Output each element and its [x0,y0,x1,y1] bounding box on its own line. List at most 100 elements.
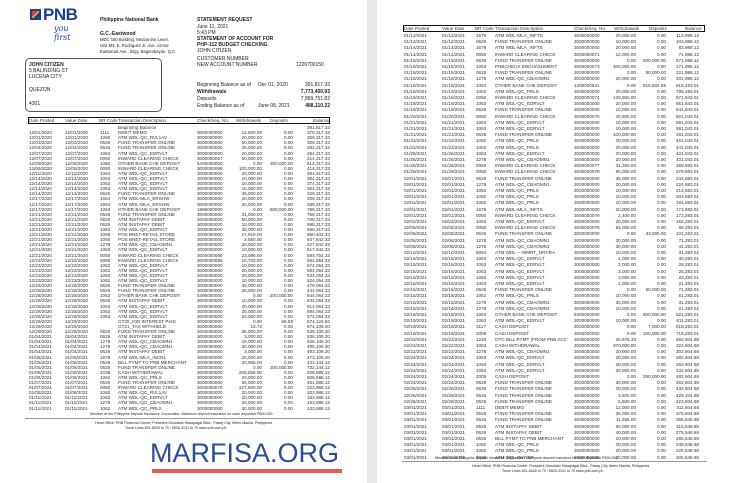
row-br-code: 0050 [476,95,487,100]
footer-divider-2 [402,461,707,462]
row-deposit: 50,000.00 [645,70,666,76]
row-balance: 21,283.01 [678,305,699,311]
row-withdrawal: 40,000.00 [615,429,636,435]
row-deposit: 0.00 [657,436,666,441]
row-deposit: 0.00 [657,194,666,200]
row-description: ATM INSTAPAY DEBIT [118,349,166,355]
row-br-code: 1278 [100,344,111,350]
row-br-code: 1679 [100,354,111,360]
row-br-code: 1664 [100,196,111,202]
row-check-no: 3000000000 [574,355,600,361]
row-description: FUND TRANSFER ONLINE [495,231,553,237]
row-deposit: 0.00 [284,191,293,197]
row-check-no: 3000000000 [574,336,600,342]
row-balance: 584,054.33 [307,257,330,263]
row-deposit: 0.00 [657,163,666,169]
column-header-deposit: Deposits [649,26,667,31]
row-balance: 113,988.12 [676,33,699,38]
row-date-posted: 12/28/2020 [29,308,52,314]
row-withdrawal: 45,000.00 [241,283,262,289]
withdrawals-total: 7,773,450.93 [300,89,330,95]
row-balance: 28,283.01 [678,262,699,268]
account-holder: JOHN CITIZEN [197,48,232,54]
row-balance: 618,283.01 [676,324,699,330]
row-check-no: 3000000000 [574,417,600,423]
row-date-posted: 03/01/2021 [404,411,427,417]
row-check-no: 3000000000 [197,288,223,294]
row-balance: 279,683.01 [676,169,699,175]
row-check-no: 3000000000 [574,88,600,94]
row-deposit: 0.00 [657,386,666,392]
row-withdrawal: 0.00 [253,293,262,299]
row-deposit: 0.00 [284,400,293,406]
row-withdrawal: 20,000.00 [241,150,262,156]
row-br-code: 0050 [476,163,487,169]
row-date-posted: 12/21/2020 [29,252,52,258]
row-br-code: 0626 [100,334,111,340]
row-description: FUND TRANSFER ONLINE [118,140,176,146]
row-check-no: 3000000000 [197,242,223,248]
row-check-no: 3000000000 [574,119,600,125]
row-description: FUND TRANSFER ONLINE [495,107,553,113]
row-value-date: 02/01/2021 [442,194,465,200]
row-description: POS BNET-RETAIL STORE [118,237,176,243]
row-check-no: 3000000000 [574,398,600,404]
row-withdrawal: 20,000.00 [615,206,636,212]
row-deposit: 68.59 [281,318,294,324]
row-deposit: 0.00 [657,144,666,150]
row-value-date: 02/05/2021 [442,225,465,231]
row-date-posted: 02/26/2021 [404,398,427,404]
row-balance: 289,317.33 [307,201,330,207]
row-withdrawal: 10,000.00 [615,194,636,200]
row-value-date: 02/18/2021 [442,312,465,317]
row-deposit: 0.00 [657,243,666,249]
row-value-date: 03/01/2021 [442,454,465,460]
row-br-code: 0626 [476,398,487,404]
row-date-posted: 03/01/2021 [404,423,427,429]
row-check-no: 3000000000 [574,293,600,299]
row-balance: 264,317.33 [307,150,330,156]
row-value-date: 02/15/2021 [442,268,465,274]
row-balance: 194,683.01 [676,200,699,206]
row-description: INWARD CLEARING CHECK [118,155,179,161]
row-check-no: 3000000000 [574,262,600,268]
row-check-no: 3000000000 [574,281,600,286]
row-check-no: 3000000000 [574,175,600,181]
row-withdrawal: 35,000.00 [241,191,262,197]
row-deposit: 0.00 [657,405,666,410]
row-value-date: 01/07/2021 [65,380,88,385]
row-date-posted: 02/15/2021 [404,287,427,293]
row-br-code: 1056 [100,237,111,243]
row-description: ATM INSTAPAY DEBIT [118,221,166,227]
row-description: DEBIT MEMO [495,405,525,410]
row-withdrawal: 0.00 [627,70,636,76]
row-balance: 671,643.01 [676,95,699,100]
row-br-code: 0050 [476,113,487,119]
branch-address-2: Unit M3, E. Rodriguez Jr. Ave. corner [100,43,169,48]
row-date-posted: 12/28/2020 [29,293,52,299]
row-balance: 369,683.01 [676,163,699,169]
row-date-posted: 01/14/2021 [404,51,427,57]
row-date-posted: 02/18/2021 [404,312,427,317]
row-check-no: 3000000000 [574,361,600,367]
row-description: ATM WDL-QC_PRLS [118,374,162,380]
row-value-date: 02/01/2021 [442,200,465,206]
row-value-date: 01/25/2021 [442,150,465,156]
row-description: ATM WDL-MLA_INFTS [495,206,543,212]
row-check-no: 3000000070 [197,385,223,391]
row-br-code: 0626 [476,107,487,113]
row-value-date: 01/11/2021 [65,405,88,411]
row-value-date: 02/01/2021 [442,175,465,181]
row-br-code: 1053 [476,343,487,348]
row-deposit: 0.00 [284,349,293,355]
row-value-date: 02/26/2021 [442,386,465,392]
row-deposit: 0.00 [657,281,666,286]
row-deposit: 0.00 [657,88,666,94]
row-date-posted: 12/23/2020 [29,267,52,273]
row-br-code: 0626 [476,70,487,76]
row-withdrawal: 10,700.00 [241,257,262,263]
row-deposit: 0.00 [657,113,666,119]
row-value-date: 01/04/2021 [65,349,88,355]
row-date-posted: 03/01/2021 [404,405,427,410]
row-deposit: 7,000.00 [648,324,666,330]
